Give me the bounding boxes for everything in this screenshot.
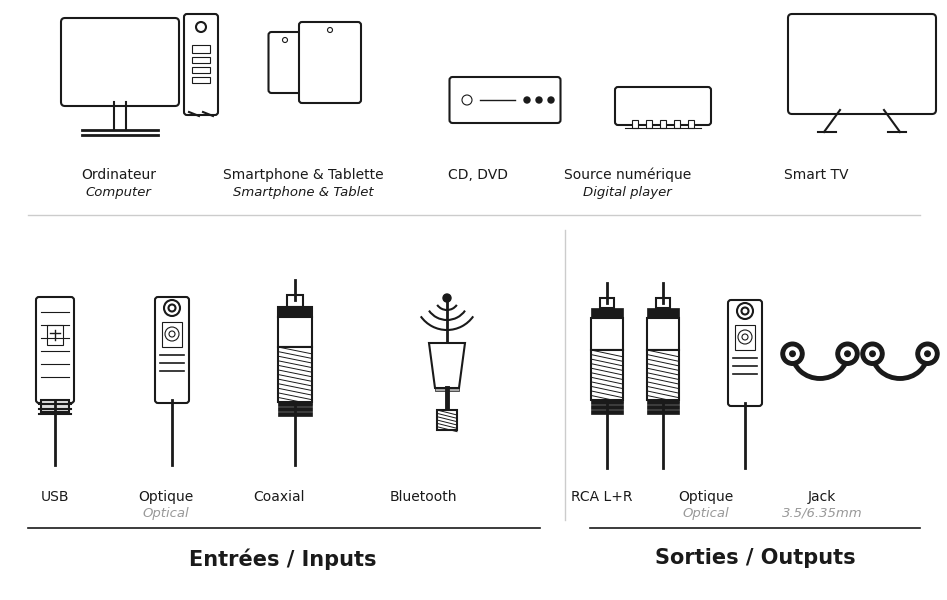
- Circle shape: [781, 342, 804, 365]
- Bar: [647, 350, 679, 400]
- Circle shape: [920, 347, 934, 361]
- Text: Smartphone & Tablet: Smartphone & Tablet: [233, 186, 373, 199]
- Bar: [591, 350, 623, 400]
- Circle shape: [196, 22, 206, 32]
- Text: CD, DVD: CD, DVD: [448, 168, 509, 182]
- Text: Source numérique: Source numérique: [564, 168, 691, 182]
- Circle shape: [536, 97, 542, 103]
- Circle shape: [169, 304, 175, 311]
- Bar: [647, 410, 679, 414]
- Circle shape: [462, 95, 472, 105]
- FancyBboxPatch shape: [788, 14, 936, 114]
- Text: USB: USB: [41, 490, 69, 504]
- Bar: [660, 120, 666, 128]
- Text: Ordinateur: Ordinateur: [80, 168, 156, 182]
- Bar: [688, 120, 694, 128]
- Circle shape: [737, 303, 753, 319]
- Bar: [278, 307, 312, 317]
- Circle shape: [169, 331, 175, 337]
- Bar: [591, 308, 623, 318]
- Bar: [162, 322, 182, 347]
- FancyBboxPatch shape: [450, 77, 561, 123]
- Text: 3.5/6.35mm: 3.5/6.35mm: [781, 507, 863, 520]
- Circle shape: [524, 97, 530, 103]
- Circle shape: [742, 307, 748, 314]
- FancyBboxPatch shape: [269, 32, 301, 93]
- Bar: [647, 318, 679, 350]
- Text: Jack: Jack: [808, 490, 836, 504]
- Circle shape: [164, 300, 180, 316]
- Circle shape: [866, 347, 879, 361]
- Bar: [192, 77, 210, 83]
- Bar: [278, 402, 312, 406]
- Circle shape: [282, 37, 288, 43]
- FancyBboxPatch shape: [728, 300, 762, 406]
- Bar: [646, 120, 652, 128]
- Bar: [647, 405, 679, 409]
- Bar: [591, 405, 623, 409]
- Bar: [735, 325, 755, 350]
- FancyBboxPatch shape: [299, 22, 361, 103]
- Text: Computer: Computer: [85, 186, 152, 199]
- Bar: [192, 57, 210, 63]
- Bar: [287, 295, 303, 307]
- FancyBboxPatch shape: [615, 87, 711, 125]
- Text: Entrées / Inputs: Entrées / Inputs: [189, 548, 377, 569]
- Bar: [435, 383, 459, 391]
- Text: Bluetooth: Bluetooth: [389, 490, 457, 504]
- Bar: [591, 318, 623, 350]
- Circle shape: [165, 327, 179, 341]
- Text: Optical: Optical: [142, 507, 189, 520]
- Circle shape: [786, 347, 799, 361]
- Text: Coaxial: Coaxial: [254, 490, 305, 504]
- Bar: [192, 67, 210, 73]
- Circle shape: [861, 342, 884, 365]
- FancyBboxPatch shape: [61, 18, 179, 106]
- Circle shape: [845, 351, 850, 356]
- Text: Smartphone & Tablette: Smartphone & Tablette: [223, 168, 384, 182]
- Bar: [41, 400, 69, 412]
- Circle shape: [790, 351, 795, 356]
- Text: Sorties / Outputs: Sorties / Outputs: [654, 548, 855, 568]
- Bar: [278, 347, 312, 402]
- Bar: [647, 400, 679, 404]
- Bar: [437, 410, 457, 430]
- Bar: [591, 400, 623, 404]
- FancyBboxPatch shape: [184, 14, 218, 115]
- Bar: [47, 325, 63, 345]
- Circle shape: [925, 351, 930, 356]
- Text: Smart TV: Smart TV: [784, 168, 849, 182]
- Circle shape: [328, 28, 332, 32]
- Polygon shape: [429, 343, 465, 388]
- Text: Optique: Optique: [678, 490, 733, 504]
- Text: Optical: Optical: [682, 507, 729, 520]
- Circle shape: [841, 347, 854, 361]
- Circle shape: [738, 330, 752, 344]
- Circle shape: [443, 294, 451, 302]
- Bar: [278, 412, 312, 416]
- Bar: [192, 45, 210, 53]
- Text: RCA L+R: RCA L+R: [571, 490, 632, 504]
- Circle shape: [869, 351, 875, 356]
- Bar: [600, 298, 614, 308]
- Bar: [632, 120, 638, 128]
- Circle shape: [836, 342, 859, 365]
- Bar: [656, 298, 670, 308]
- Text: Optique: Optique: [138, 490, 193, 504]
- Text: Digital player: Digital player: [583, 186, 672, 199]
- Circle shape: [742, 334, 748, 340]
- Bar: [591, 410, 623, 414]
- FancyBboxPatch shape: [155, 297, 189, 403]
- Bar: [278, 407, 312, 411]
- Bar: [674, 120, 680, 128]
- Circle shape: [916, 342, 939, 365]
- FancyBboxPatch shape: [36, 297, 74, 403]
- Bar: [278, 317, 312, 347]
- Circle shape: [548, 97, 554, 103]
- Bar: [647, 308, 679, 318]
